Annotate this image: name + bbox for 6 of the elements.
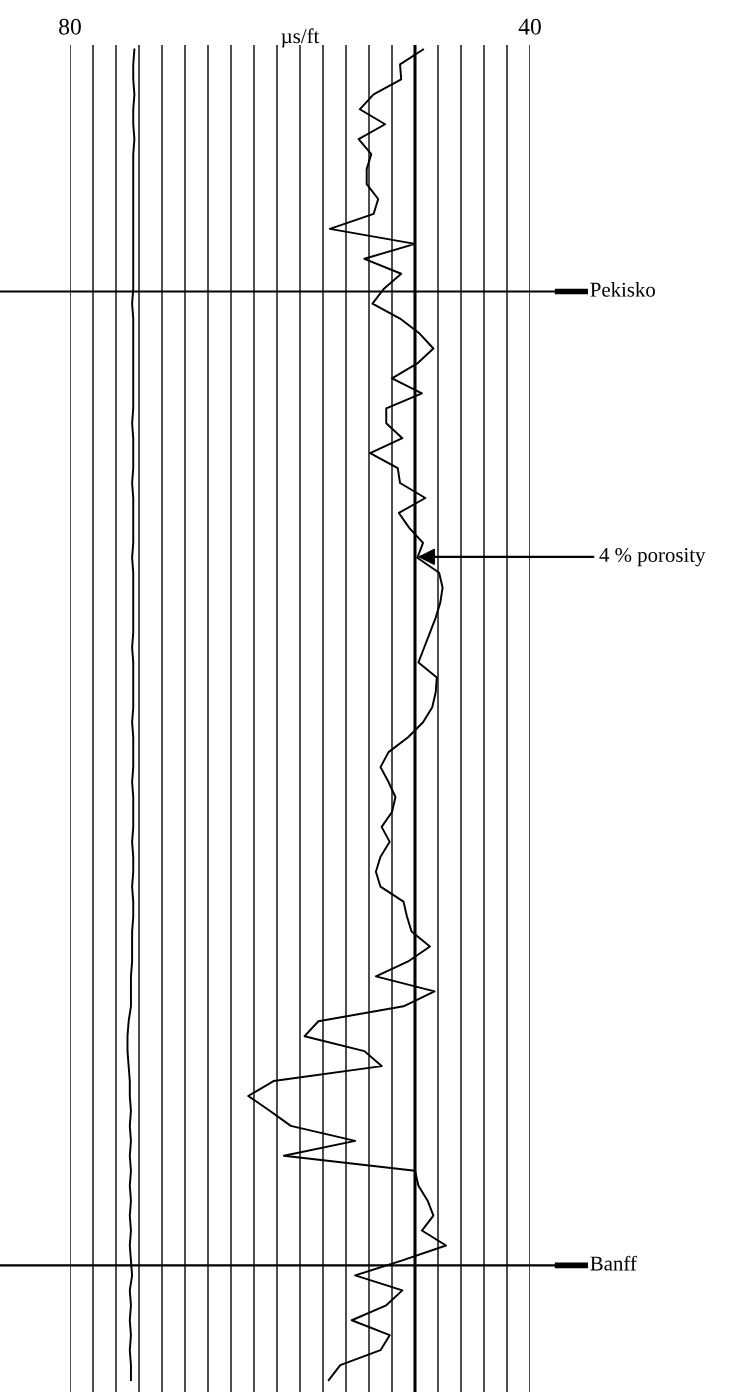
x-axis-title: µs/ft bbox=[281, 28, 320, 48]
text: Pekisko bbox=[590, 282, 655, 297]
x-tick-label: 80 bbox=[59, 18, 81, 35]
x-tick-label: 40 bbox=[518, 18, 541, 35]
ref-line-label: 4 % porosity bbox=[599, 547, 706, 567]
text: Banff bbox=[590, 1255, 637, 1271]
